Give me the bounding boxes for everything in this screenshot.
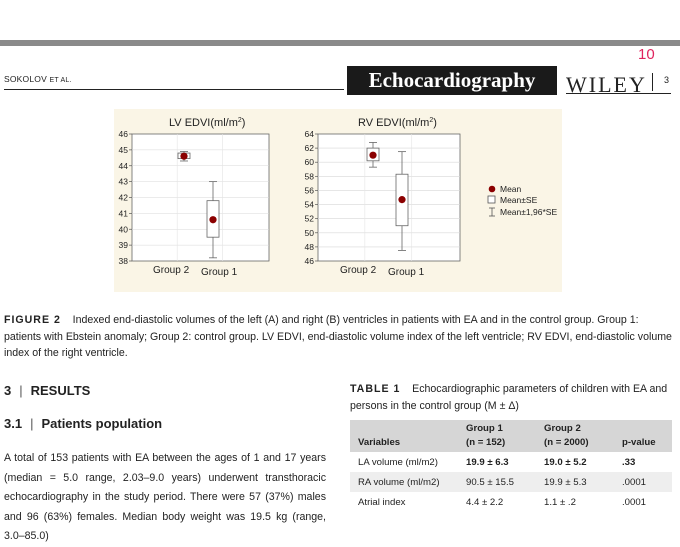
cell-group2: 19.9 ± 5.3 — [536, 472, 614, 492]
legend: Mean Mean±SE Mean±1,96*SE — [487, 184, 557, 217]
cell-variable: LA volume (ml/m2) — [358, 456, 438, 468]
table-label: TABLE 1 — [350, 383, 401, 395]
table-caption-text: Echocardiographic parameters of children… — [350, 383, 668, 412]
publisher-rule — [566, 93, 671, 94]
table-header-row: Variables Group 1 (n = 152) Group 2 (n = 2… — [350, 420, 672, 452]
y-tick-label: 42 — [119, 193, 129, 203]
header-separator — [652, 73, 653, 91]
legend-mean: Mean — [500, 184, 522, 194]
header-group1: Group 1 (n = 152) — [458, 420, 536, 452]
y-tick-label: 46 — [305, 256, 315, 266]
y-tick-label: 41 — [119, 208, 129, 218]
y-tick-label: 38 — [119, 256, 129, 266]
legend-se: Mean±SE — [500, 195, 538, 205]
cell-pvalue: .0001 — [614, 472, 672, 492]
y-tick-label: 45 — [119, 145, 129, 155]
y-tick-label: 58 — [305, 171, 315, 181]
rv-plot-area — [317, 133, 461, 262]
lv-panel-title: LV EDVI(ml/m2) — [169, 117, 245, 129]
y-tick-label: 48 — [305, 242, 315, 252]
mean-point — [180, 152, 188, 160]
table-row: LA volume (ml/m2) 19.9 ± 6.3 19.0 ± 5.2 … — [350, 452, 672, 472]
figure-label: FIGURE 2 — [4, 314, 61, 326]
author-suffix: ET AL. — [49, 77, 72, 84]
y-tick-label: 43 — [119, 177, 129, 187]
rv-y-axis: 64 62 60 58 56 54 52 50 48 46 — [305, 129, 318, 266]
lv-category-group2: Group 2 — [153, 265, 190, 276]
figure-caption-text: Indexed end-diastolic volumes of the lef… — [4, 314, 672, 359]
y-tick-label: 62 — [305, 143, 315, 153]
table-row: Atrial index 4.4 ± 2.2 1.1 ± .2 .0001 — [350, 492, 672, 512]
rv-marks — [366, 142, 409, 251]
y-tick-label: 54 — [305, 200, 315, 210]
journal-banner: Echocardiography — [347, 66, 557, 95]
mean-point — [209, 216, 217, 224]
rv-category-group1: Group 1 — [388, 267, 425, 278]
body-paragraph: A total of 153 patients with EA between … — [4, 452, 326, 542]
rv-panel-title: RV EDVI(ml/m2) — [358, 117, 437, 129]
mean-point — [369, 151, 377, 159]
y-tick-label: 40 — [119, 224, 129, 234]
cell-pvalue: .33 — [622, 456, 636, 468]
cell-pvalue: .0001 — [622, 496, 647, 508]
top-rule — [0, 40, 680, 46]
author-name: SOKOLOV — [4, 74, 47, 84]
cell-group2: 1.1 ± .2 — [544, 496, 576, 508]
cell-group1: 19.9 ± 6.3 — [466, 456, 509, 468]
y-tick-label: 56 — [305, 185, 315, 195]
cell-group1: 4.4 ± 2.2 — [466, 496, 504, 508]
subsection-heading: 3.1 | Patients population — [4, 416, 163, 431]
legend-ci-marker — [489, 207, 495, 217]
figure-caption: FIGURE 2 Indexed end-diastolic volumes o… — [4, 312, 674, 362]
cell-group2: 19.0 ± 5.2 — [544, 456, 587, 468]
y-tick-label: 60 — [305, 157, 315, 167]
cell-variable: Atrial index — [358, 496, 406, 508]
subsection-title: Patients population — [41, 416, 163, 431]
lv-grid — [132, 134, 269, 261]
box-plot-figure: LV EDVI(ml/m2) 46 45 44 43 42 41 40 39 38 Group … — [119, 117, 558, 278]
legend-se-marker — [487, 195, 496, 204]
header-group2: Group 2 (n = 2000) — [536, 420, 614, 452]
section-number: 3 — [4, 383, 12, 398]
data-table: Variables Group 1 (n = 152) Group 2 (n = 2… — [350, 420, 672, 512]
table-caption: TABLE 1 Echocardiographic parameters of … — [350, 381, 672, 414]
cell-variable: RA volume (ml/m2) — [350, 472, 458, 492]
header-rule — [4, 89, 344, 90]
page-marker: 10 — [638, 46, 655, 63]
lv-marks — [177, 151, 220, 259]
y-tick-label: 52 — [305, 214, 315, 224]
header-pvalue: p-value — [614, 420, 672, 452]
section-title: RESULTS — [30, 383, 91, 398]
section-heading: 3 | RESULTS — [4, 383, 91, 398]
y-tick-label: 44 — [119, 161, 129, 171]
y-tick-label: 50 — [305, 228, 315, 238]
figure-2: LV EDVI(ml/m2) 46 45 44 43 42 41 40 39 38 Group … — [114, 109, 562, 292]
cell-group1: 90.5 ± 15.5 — [458, 472, 536, 492]
subsection-number: 3.1 — [4, 416, 23, 431]
legend-ci: Mean±1,96*SE — [500, 207, 557, 217]
table-row: RA volume (ml/m2) 90.5 ± 15.5 19.9 ± 5.3… — [350, 472, 672, 492]
lv-category-group1: Group 1 — [201, 267, 238, 278]
lv-y-axis: 46 45 44 43 42 41 40 39 38 — [119, 129, 132, 266]
y-tick-label: 39 — [119, 240, 129, 250]
header-variables: Variables — [350, 420, 458, 452]
publisher-logo: WILEY — [566, 72, 647, 97]
y-tick-label: 64 — [305, 129, 315, 139]
mean-point — [398, 196, 406, 204]
page-number: 3 — [664, 75, 670, 85]
running-head-authors: SOKOLOV ET AL. — [4, 74, 72, 84]
y-tick-label: 46 — [119, 129, 129, 139]
legend-mean-marker — [488, 185, 496, 193]
rv-category-group2: Group 2 — [340, 265, 377, 276]
rv-grid — [318, 134, 460, 261]
